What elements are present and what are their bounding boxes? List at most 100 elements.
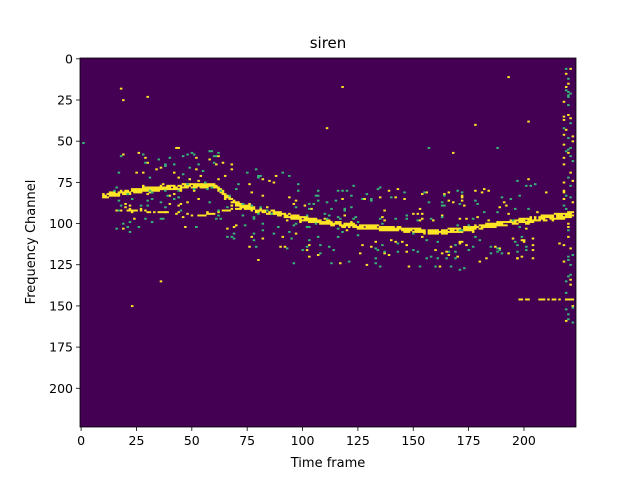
spectrogram-cell (104, 194, 107, 197)
spectrogram-cell (164, 189, 167, 192)
spectrogram-cell (117, 209, 121, 212)
spectrogram-cell (345, 229, 349, 232)
spectrogram-cell (520, 217, 524, 220)
spectrogram-cell (232, 226, 236, 228)
spectrogram-cell (522, 239, 526, 242)
spectrogram-cell (538, 216, 541, 219)
spectrogram-cell (186, 184, 189, 187)
spectrogram-cell (571, 135, 575, 138)
spectrogram-cell (133, 191, 136, 194)
spectrogram-cell (350, 221, 353, 224)
spectrogram-cell (230, 168, 234, 171)
spectrogram-cell (155, 186, 158, 189)
spectrogram-cell (529, 216, 533, 219)
spectrogram-cell (330, 222, 333, 225)
spectrogram-cell (529, 217, 533, 220)
spectrogram-cell (305, 214, 309, 217)
spectrogram-cell (485, 257, 488, 260)
spectrogram-cell (556, 216, 559, 219)
spectrogram-cell (381, 222, 384, 225)
spectrogram-cell (173, 184, 176, 187)
spectrogram-cell (319, 222, 322, 225)
spectrogram-cell (166, 188, 169, 191)
spectrogram-cell (168, 156, 172, 159)
chart-title: siren (310, 34, 347, 52)
spectrogram-cell (128, 230, 132, 233)
spectrogram-cell (208, 184, 211, 187)
spectrogram-cell (569, 214, 572, 217)
spectrogram-cell (352, 224, 355, 227)
spectrogram-cell (496, 247, 499, 250)
spectrogram-cell (316, 235, 320, 238)
spectrogram-cell (137, 226, 141, 228)
spectrogram-cell (153, 189, 156, 192)
spectrogram-cell (412, 230, 415, 233)
spectrogram-cell (445, 229, 448, 232)
spectrogram-cell (111, 194, 114, 197)
spectrogram-cell (181, 155, 185, 158)
spectrogram-background (80, 58, 576, 427)
spectrogram-cell (569, 211, 572, 214)
spectrogram-cell (381, 229, 384, 232)
spectrogram-cell (458, 268, 462, 271)
spectrogram-cell (567, 211, 570, 214)
spectrogram-cell (294, 216, 298, 219)
spectrogram-cell (197, 214, 200, 217)
spectrogram-cell (418, 229, 422, 232)
spectrogram-cell (325, 201, 329, 204)
spectrogram-cell (173, 198, 176, 200)
spectrogram-cell (228, 196, 231, 199)
spectrogram-cell (217, 178, 220, 181)
spectrogram-cell (341, 189, 344, 192)
spectrogram-cell (456, 230, 459, 233)
spectrogram-cell (567, 235, 570, 238)
spectrogram-cell (217, 209, 220, 212)
spectrogram-cell (507, 252, 510, 255)
spectrogram-cell (336, 216, 340, 219)
spectrogram-cell (294, 206, 298, 209)
spectrogram-cell (518, 226, 521, 228)
spectrogram-cell (192, 188, 196, 191)
spectrogram-cell (527, 207, 530, 210)
spectrogram-cell (401, 227, 404, 230)
spectrogram-cell (159, 186, 163, 189)
spectrogram-cell (230, 235, 234, 238)
spectrogram-cell (217, 211, 220, 214)
spectrogram-cell (564, 207, 568, 210)
spectrogram-cell (230, 163, 234, 166)
spectrogram-cell (168, 186, 172, 189)
spectrogram-cell (161, 211, 165, 214)
spectrogram-cell (525, 222, 528, 225)
spectrogram-cell (480, 224, 484, 227)
spectrogram-cell (547, 298, 550, 301)
spectrogram-cell (146, 199, 149, 202)
spectrogram-cell (254, 245, 258, 248)
spectrogram-cell (403, 191, 406, 194)
spectrogram-cell (516, 179, 519, 182)
spectrogram-cell (465, 227, 468, 230)
spectrogram-cell (465, 229, 468, 232)
spectrogram-cell (128, 209, 132, 212)
spectrogram-cell (343, 214, 347, 217)
spectrogram-cell (569, 92, 572, 95)
spectrogram-cell (454, 230, 457, 233)
spectrogram-cell (159, 188, 163, 191)
spectrogram-cell (421, 193, 424, 196)
y-tick-label: 125 (49, 257, 73, 272)
spectrogram-cell (197, 183, 200, 186)
spectrogram-cell (412, 212, 415, 215)
spectrogram-cell (449, 265, 453, 268)
spectrogram-cell (443, 194, 446, 197)
spectrogram-cell (571, 254, 575, 256)
spectrogram-cell (447, 191, 451, 194)
spectrogram-cell (525, 249, 528, 252)
spectrogram-cell (221, 193, 225, 196)
spectrogram-cell (250, 191, 254, 194)
spectrogram-cell (301, 216, 304, 219)
spectrogram-cell (305, 226, 309, 228)
spectrogram-cell (447, 250, 451, 253)
spectrogram-cell (195, 184, 198, 187)
spectrogram-cell (192, 186, 196, 189)
spectrogram-cell (226, 196, 229, 199)
spectrogram-cell (250, 206, 254, 209)
